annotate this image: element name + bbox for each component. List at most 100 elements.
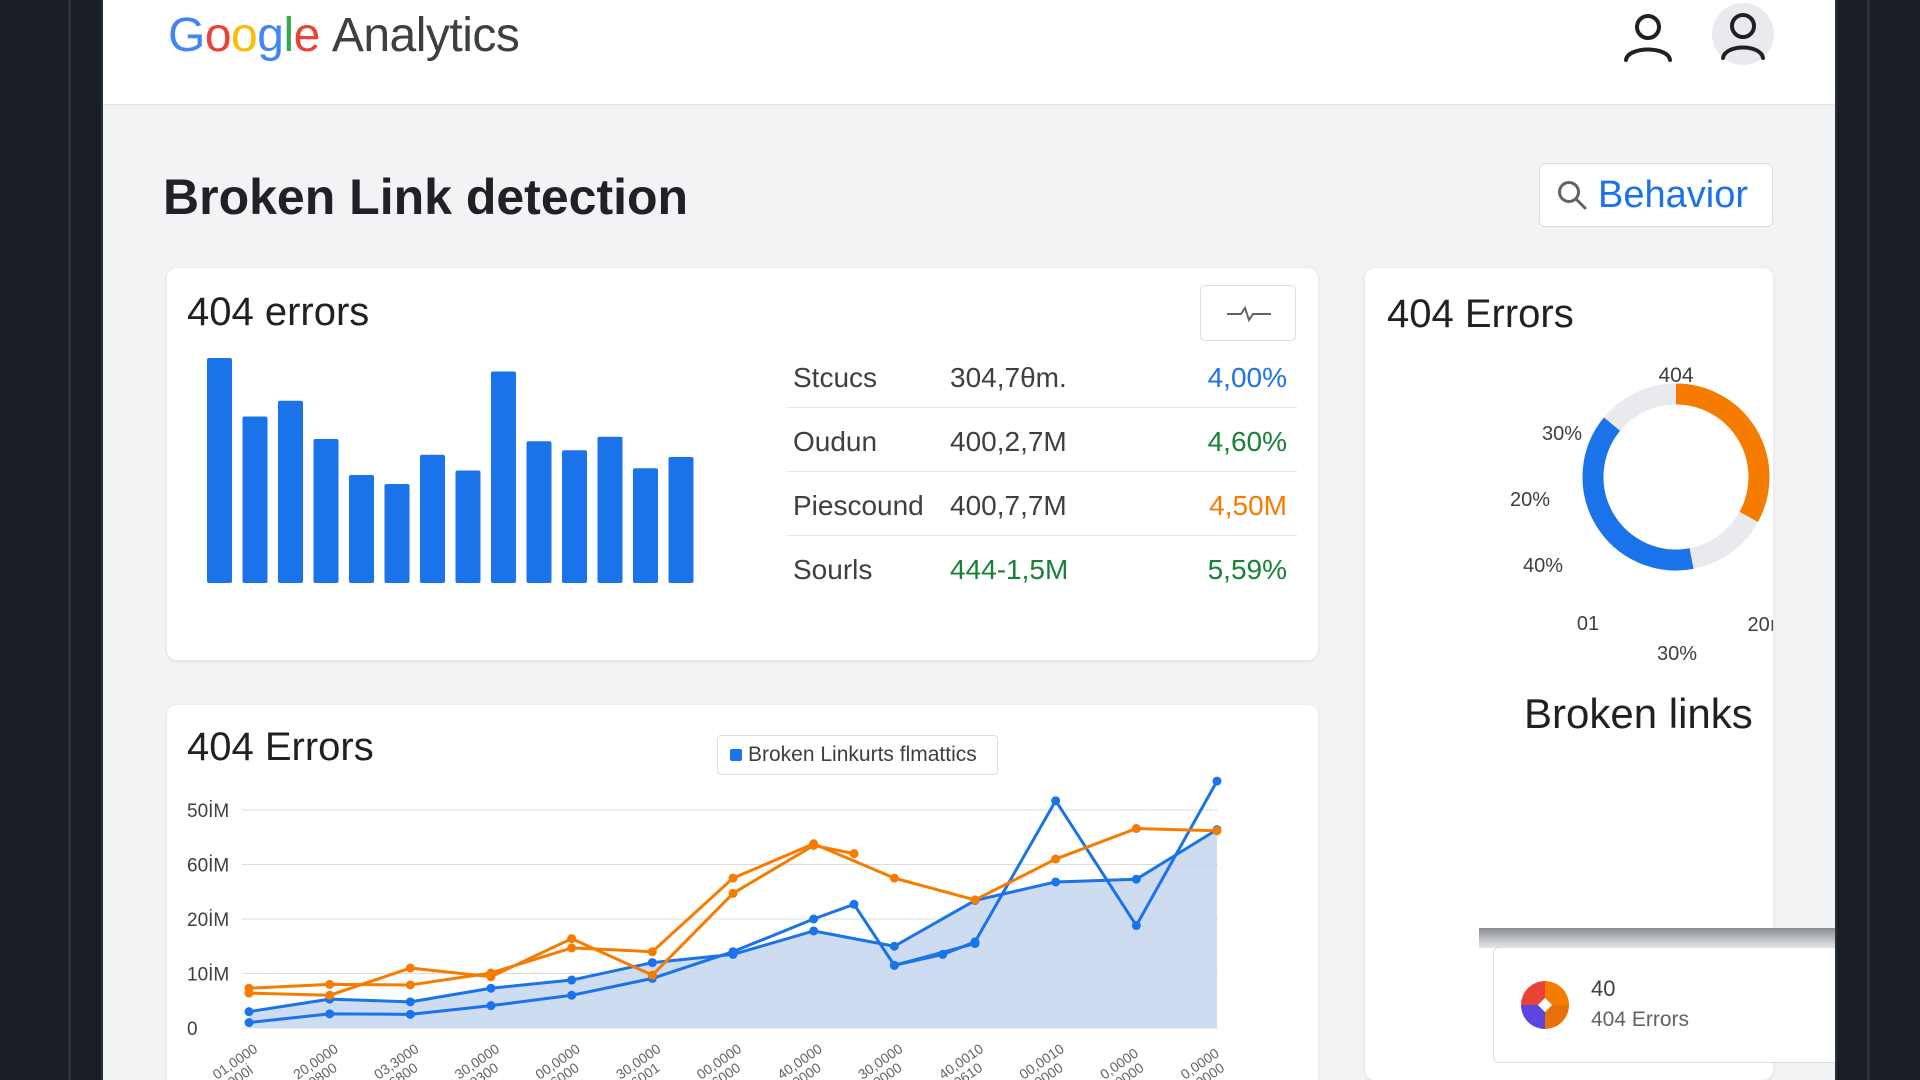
data-point[interactable] xyxy=(325,990,335,1000)
data-point[interactable] xyxy=(486,1001,496,1011)
bar[interactable] xyxy=(349,475,374,583)
person-outline-icon[interactable] xyxy=(1618,6,1678,66)
data-point[interactable] xyxy=(405,997,415,1007)
logo-letter: e xyxy=(293,9,321,62)
data-point[interactable] xyxy=(647,958,657,968)
donut-mini-icon xyxy=(1521,981,1569,1029)
screen-bezel-left xyxy=(0,0,103,1080)
bar[interactable] xyxy=(278,400,303,583)
bar[interactable] xyxy=(242,416,268,584)
stat-row[interactable]: Piescound 400,7,7M 4,50M xyxy=(787,472,1297,536)
donut-outer-label: 40% xyxy=(1523,555,1563,577)
line-chart-legend[interactable]: Broken Linkurts flmattics xyxy=(717,735,998,775)
logo-letter: o xyxy=(231,9,258,62)
stat-row[interactable]: Stcucs 304,7θm. 4,00% xyxy=(787,344,1297,408)
bar[interactable] xyxy=(526,441,552,583)
data-point[interactable] xyxy=(728,947,738,957)
data-point[interactable] xyxy=(728,888,738,898)
data-point[interactable] xyxy=(889,960,899,970)
account-avatar[interactable] xyxy=(1712,3,1774,65)
data-point[interactable] xyxy=(970,895,980,905)
data-point[interactable] xyxy=(1131,921,1141,931)
bar[interactable] xyxy=(455,470,481,584)
donut-outer-label: 30% xyxy=(1542,423,1582,445)
data-point[interactable] xyxy=(1051,854,1061,864)
data-point[interactable] xyxy=(1131,874,1141,884)
donut-outer-label: 01 xyxy=(1577,613,1599,635)
area-fill xyxy=(249,829,1217,1028)
data-point[interactable] xyxy=(244,1007,254,1017)
data-point[interactable] xyxy=(647,970,657,980)
mini-card-label: 404 Errors xyxy=(1591,1008,1690,1031)
chart-options-button[interactable] xyxy=(1200,285,1296,341)
scroll-divider xyxy=(1479,928,1835,948)
stat-row[interactable]: Sourls 444-1,5M 5,59% xyxy=(787,536,1297,600)
donut-card-title: 404 Errors xyxy=(1387,292,1574,336)
data-point[interactable] xyxy=(1051,877,1061,887)
data-point[interactable] xyxy=(567,975,577,985)
sparkline-toggle-icon xyxy=(1227,305,1271,323)
stat-value: 400,7,7M xyxy=(950,490,1067,521)
data-point[interactable] xyxy=(809,840,819,850)
data-point[interactable] xyxy=(486,972,496,982)
data-point[interactable] xyxy=(849,849,859,859)
bar[interactable] xyxy=(384,484,410,583)
data-point[interactable] xyxy=(325,1009,335,1019)
legend-label: Broken Linkurts flmattics xyxy=(748,743,977,766)
mini-404-card[interactable]: 40 404 Errors xyxy=(1493,947,1835,1063)
bar[interactable] xyxy=(633,468,658,583)
broken-links-heading: Broken links xyxy=(1524,690,1753,737)
donut-slice[interactable] xyxy=(1582,417,1694,571)
donut-slice[interactable] xyxy=(1603,383,1677,432)
bar[interactable] xyxy=(562,450,587,583)
data-point[interactable] xyxy=(244,988,254,998)
stat-row[interactable]: Oudun 400,2,7M 4,60% xyxy=(787,408,1297,472)
data-point[interactable] xyxy=(405,1009,415,1019)
data-point[interactable] xyxy=(567,990,577,1000)
y-tick-label: 60İM xyxy=(187,856,229,877)
data-point[interactable] xyxy=(567,934,577,944)
data-point[interactable] xyxy=(486,983,496,993)
donut-outer-label: 20% xyxy=(1510,489,1550,511)
data-point[interactable] xyxy=(889,941,899,951)
data-point[interactable] xyxy=(325,979,335,989)
data-point[interactable] xyxy=(405,963,415,973)
donut-outer-label: 30% xyxy=(1657,643,1697,665)
behavior-search-button[interactable]: Behavior xyxy=(1539,163,1773,227)
analytics-app: Google Analytics Broken Link detection Be… xyxy=(103,0,1835,1080)
bar[interactable] xyxy=(491,371,516,584)
google-analytics-logo[interactable]: Google Analytics xyxy=(168,8,520,63)
bar[interactable] xyxy=(668,457,694,583)
data-point[interactable] xyxy=(889,873,899,883)
stats-table: Stcucs 304,7θm. 4,00% Oudun 400,2,7M 4,6… xyxy=(787,344,1297,600)
logo-letter: o xyxy=(204,9,232,62)
data-point[interactable] xyxy=(809,914,819,924)
data-point[interactable] xyxy=(809,926,819,936)
data-point[interactable] xyxy=(728,873,738,883)
data-point[interactable] xyxy=(647,947,657,957)
donut-slice[interactable] xyxy=(1689,511,1758,569)
data-point[interactable] xyxy=(1051,796,1061,806)
data-point[interactable] xyxy=(1131,824,1141,834)
bar[interactable] xyxy=(207,358,232,583)
donut-slice[interactable] xyxy=(1675,383,1770,523)
data-point[interactable] xyxy=(405,980,415,990)
data-point[interactable] xyxy=(1212,776,1222,786)
bar[interactable] xyxy=(420,454,445,583)
data-point[interactable] xyxy=(244,1018,254,1028)
data-point[interactable] xyxy=(970,939,980,949)
series-line[interactable] xyxy=(893,942,976,967)
logo-letter: g xyxy=(257,9,284,62)
bar[interactable] xyxy=(597,436,623,583)
logo-letter: G xyxy=(168,9,205,62)
data-point[interactable] xyxy=(849,899,859,909)
bar[interactable] xyxy=(313,439,339,583)
data-point[interactable] xyxy=(1212,826,1222,836)
data-point[interactable] xyxy=(567,943,577,953)
